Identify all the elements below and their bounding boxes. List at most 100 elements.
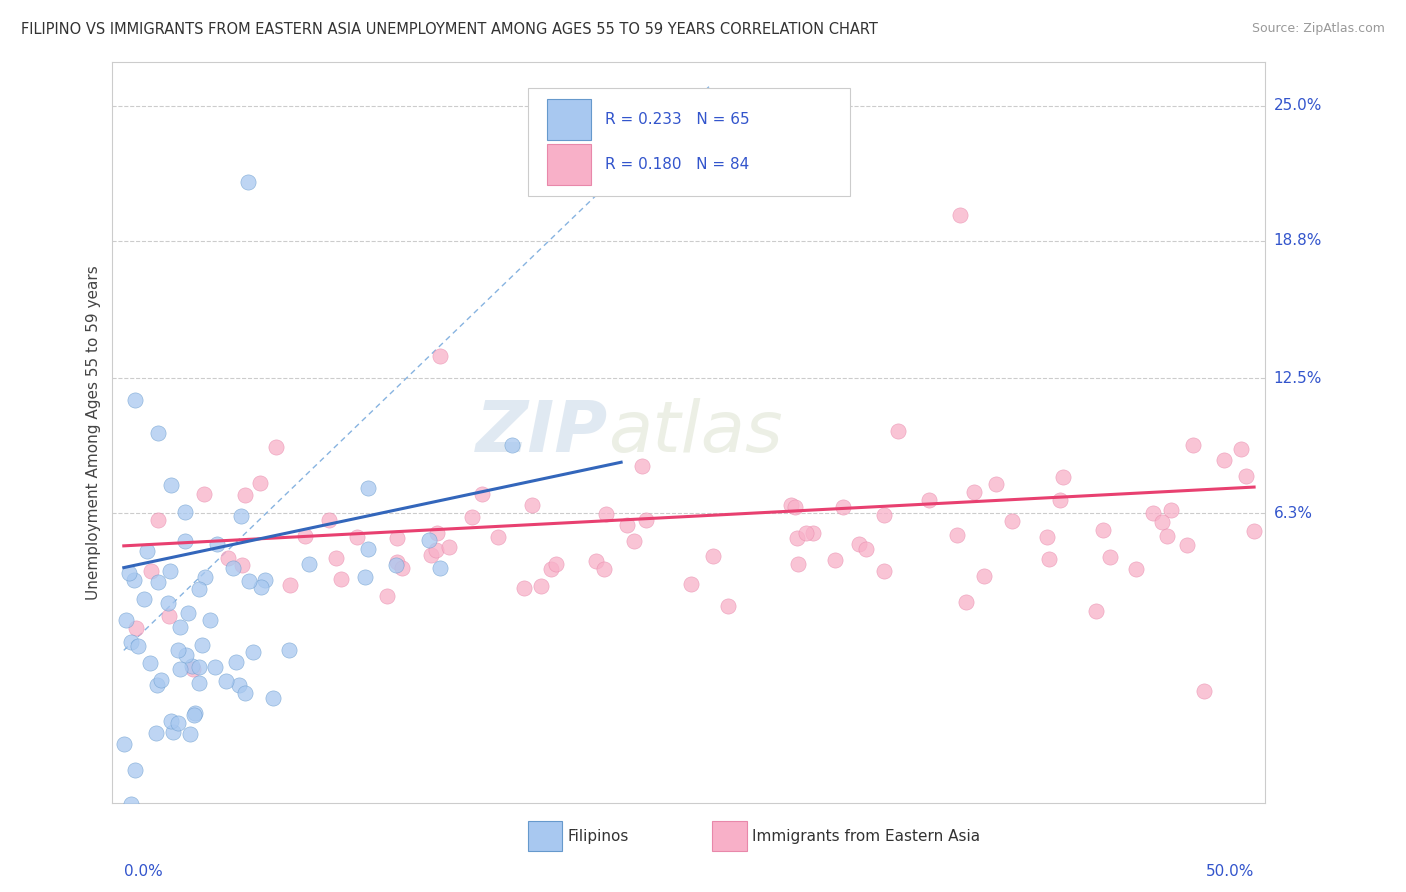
Point: [183, 662, 205, 676]
FancyBboxPatch shape: [527, 88, 851, 195]
Point: [679, 577, 702, 591]
Point: [780, 499, 803, 513]
Point: [385, 555, 408, 569]
Point: [136, 833, 159, 847]
Point: [1084, 604, 1107, 618]
Point: [183, 708, 205, 723]
Point: [236, 175, 259, 189]
Point: [717, 599, 740, 613]
Point: [298, 558, 321, 572]
Point: [145, 726, 167, 740]
Point: [125, 621, 148, 635]
Point: [585, 553, 607, 567]
Point: [193, 486, 215, 500]
Point: [118, 566, 141, 580]
Point: [1213, 453, 1236, 467]
Point: [375, 589, 398, 603]
Point: [160, 478, 183, 492]
Point: [169, 620, 191, 634]
Point: [215, 673, 238, 688]
FancyBboxPatch shape: [547, 99, 591, 140]
Point: [783, 500, 806, 514]
Point: [1152, 515, 1174, 529]
Text: 0.0%: 0.0%: [124, 863, 163, 879]
Point: [294, 529, 316, 543]
Point: [1243, 524, 1265, 538]
Point: [391, 561, 413, 575]
Point: [471, 487, 494, 501]
Point: [169, 662, 191, 676]
Point: [112, 737, 135, 751]
Point: [160, 714, 183, 728]
Point: [159, 564, 181, 578]
Point: [595, 507, 617, 521]
Point: [873, 508, 896, 523]
Text: Immigrants from Eastern Asia: Immigrants from Eastern Asia: [752, 829, 980, 844]
Point: [955, 595, 977, 609]
Point: [949, 208, 972, 222]
Point: [1156, 529, 1178, 543]
Point: [801, 525, 824, 540]
Point: [1036, 530, 1059, 544]
Point: [167, 643, 190, 657]
Point: [222, 560, 245, 574]
Point: [1000, 515, 1022, 529]
Point: [387, 531, 409, 545]
Point: [592, 562, 614, 576]
FancyBboxPatch shape: [711, 822, 747, 851]
Point: [183, 706, 205, 721]
Text: 25.0%: 25.0%: [1274, 98, 1322, 113]
Point: [1049, 493, 1071, 508]
Point: [887, 424, 910, 438]
Point: [188, 675, 211, 690]
Point: [115, 613, 138, 627]
Point: [278, 578, 301, 592]
Point: [253, 574, 276, 588]
Point: [429, 350, 451, 364]
Point: [824, 553, 846, 567]
Point: [460, 510, 482, 524]
Point: [419, 548, 441, 562]
Point: [786, 558, 808, 572]
Point: [429, 561, 451, 575]
Point: [1099, 550, 1122, 565]
Point: [1142, 506, 1164, 520]
Point: [205, 537, 228, 551]
Point: [174, 505, 197, 519]
Point: [229, 508, 252, 523]
Point: [1125, 562, 1147, 576]
Point: [1192, 683, 1215, 698]
Point: [540, 562, 562, 576]
Point: [181, 659, 204, 673]
Point: [262, 691, 284, 706]
Point: [204, 660, 226, 674]
Text: Filipinos: Filipinos: [568, 829, 630, 844]
Point: [146, 425, 169, 440]
Point: [1091, 524, 1114, 538]
Point: [330, 572, 353, 586]
Point: [132, 592, 155, 607]
Point: [124, 763, 146, 777]
Point: [984, 477, 1007, 491]
Point: [786, 531, 808, 545]
Point: [631, 459, 654, 474]
Point: [973, 569, 995, 583]
Point: [124, 392, 146, 407]
Point: [228, 678, 250, 692]
Point: [346, 530, 368, 544]
Point: [1160, 503, 1182, 517]
Point: [325, 550, 347, 565]
Point: [873, 564, 896, 578]
Point: [145, 678, 167, 692]
Point: [1052, 470, 1074, 484]
Point: [318, 513, 340, 527]
Point: [357, 542, 380, 557]
Point: [1234, 468, 1257, 483]
Point: [136, 543, 159, 558]
Point: [127, 639, 149, 653]
Point: [148, 574, 170, 589]
Text: ZIP: ZIP: [477, 398, 609, 467]
Point: [385, 558, 408, 573]
Point: [225, 655, 247, 669]
Point: [231, 558, 253, 573]
